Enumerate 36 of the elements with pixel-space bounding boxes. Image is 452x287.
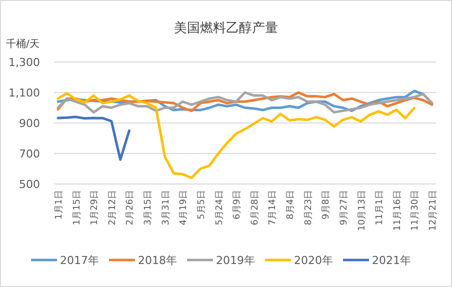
x-tick-label: 8月23日 xyxy=(304,190,314,226)
x-tick-label: 11月16日 xyxy=(392,190,403,231)
legend-label: 2021年 xyxy=(372,254,411,267)
x-tick-label: 12月21日 xyxy=(428,190,438,231)
x-tick-label: 4月19日 xyxy=(179,190,190,226)
legend-label: 2017年 xyxy=(60,254,99,267)
y-tick-label: 1,300 xyxy=(8,56,40,69)
legend-label: 2019年 xyxy=(216,254,255,267)
x-tick-label: 2月12日 xyxy=(108,190,118,226)
y-tick-label: 700 xyxy=(19,148,40,160)
x-tick-label: 6月9日 xyxy=(232,190,243,220)
y-tick-label: 900 xyxy=(19,117,40,130)
x-tick-label: 3月31日 xyxy=(161,190,172,226)
line-series xyxy=(56,116,130,161)
x-tick-label: 5月5日 xyxy=(196,190,207,220)
chart-title: 美国燃料乙醇产量 xyxy=(174,20,278,36)
x-tick-label: 7月14日 xyxy=(268,190,278,226)
x-tick-label: 3月15日 xyxy=(144,190,154,226)
x-tick-label: 11月1日 xyxy=(375,190,386,226)
x-tick-label: 1月15日 xyxy=(72,190,82,226)
x-tick-label: 8月4日 xyxy=(286,190,296,220)
x-tick-label: 11月30日 xyxy=(410,190,421,231)
x-tick-label: 9月27日 xyxy=(339,190,350,226)
line-series xyxy=(56,92,416,180)
x-tick-label: 6月28日 xyxy=(250,190,260,226)
x-tick-label: 1月29日 xyxy=(90,190,100,226)
legend-label: 2020年 xyxy=(294,254,333,267)
x-tick-label: 1月1日 xyxy=(54,190,64,220)
x-tick-label: 10月13日 xyxy=(357,190,368,231)
x-tick-label: 5月24日 xyxy=(214,190,225,226)
y-tick-label: 500 xyxy=(19,178,40,191)
x-tick-label: 2月26日 xyxy=(126,190,136,226)
x-tick-label: 9月8日 xyxy=(322,190,332,220)
y-axis-title: 千桶/天 xyxy=(6,38,40,50)
legend-label: 2018年 xyxy=(138,254,177,267)
y-tick-label: 1,100 xyxy=(8,86,40,100)
